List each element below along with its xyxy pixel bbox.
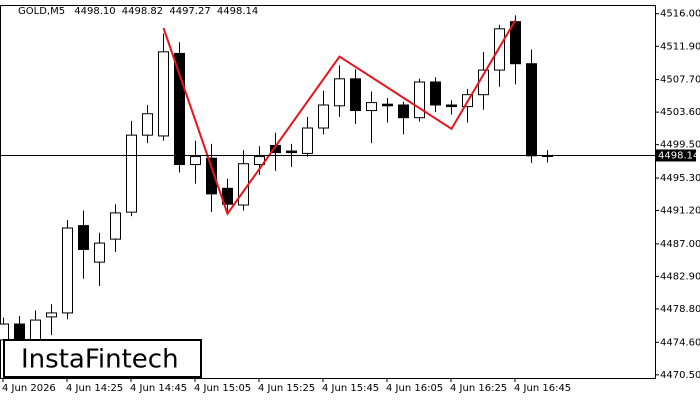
price-label: 4498.14	[658, 150, 699, 161]
price-box	[656, 149, 696, 162]
candle-body	[62, 227, 73, 314]
y-tick-label: 4491.20	[660, 206, 700, 217]
candle-body	[126, 134, 137, 213]
candle-body	[142, 113, 153, 136]
header-high: 4498.82	[122, 6, 163, 17]
candle-body	[0, 323, 9, 341]
y-tick-label: 4495.30	[660, 173, 700, 184]
x-tick-label: 4 Jun 15:05	[194, 383, 251, 394]
candle-body	[174, 52, 185, 166]
candle-body	[398, 104, 409, 119]
header-low: 4497.27	[169, 6, 210, 17]
x-tick-label: 4 Jun 14:45	[130, 383, 187, 394]
candle-body	[110, 212, 121, 240]
pattern-line	[162, 19, 517, 216]
candle-body	[430, 81, 441, 106]
x-tick-label: 4 Jun 2026	[2, 383, 56, 394]
x-tick-label: 4 Jun 15:25	[258, 383, 315, 394]
y-tick-label: 4470.50	[660, 370, 700, 381]
candle-body	[318, 104, 329, 129]
candle-body	[94, 242, 105, 263]
candle-body	[334, 78, 345, 107]
x-tick-label: 4 Jun 14:25	[66, 383, 123, 394]
candle-body	[14, 323, 25, 341]
x-tick-label: 4 Jun 16:05	[386, 383, 443, 394]
plot-frame	[0, 5, 656, 379]
y-tick-label: 4511.90	[660, 41, 700, 52]
x-tick-label: 4 Jun 15:45	[322, 383, 379, 394]
candle-body	[286, 150, 297, 154]
candle-body	[158, 51, 169, 137]
candle-body	[414, 81, 425, 119]
y-tick-label: 4487.00	[660, 239, 700, 250]
symbol: GOLD,M5	[18, 6, 65, 17]
y-tick-label: 4499.50	[660, 140, 700, 151]
header-close: 4498.14	[217, 6, 258, 17]
candle-body	[382, 103, 393, 107]
candle-body	[446, 104, 457, 108]
y-tick-label: 4507.70	[660, 75, 700, 86]
x-tick-label: 4 Jun 16:25	[450, 383, 507, 394]
candle-body	[30, 319, 41, 341]
header: GOLD,M5 4498.10 4498.82 4497.27 4498.14	[18, 6, 258, 17]
logo: InstaFintech	[21, 345, 179, 375]
logo-box	[3, 339, 202, 378]
header-open: 4498.10	[74, 6, 115, 17]
candle-body	[206, 157, 217, 195]
y-tick-label: 4516.00	[660, 9, 700, 20]
marks	[0, 15, 655, 348]
candle-body	[46, 312, 57, 318]
candle-body	[526, 63, 537, 157]
candle-body	[190, 156, 201, 166]
y-tick-label: 4478.80	[660, 304, 700, 315]
candle-body	[494, 28, 505, 71]
candle-body	[350, 78, 361, 112]
candle-body	[78, 225, 89, 250]
y-tick-label: 4482.90	[660, 271, 700, 282]
x-tick-label: 4 Jun 16:45	[514, 383, 571, 394]
candle-body	[366, 102, 377, 112]
y-tick-label: 4503.60	[660, 107, 700, 118]
candle-body	[238, 163, 249, 206]
candle-body	[302, 127, 313, 154]
y-tick-label: 4474.60	[660, 337, 700, 348]
